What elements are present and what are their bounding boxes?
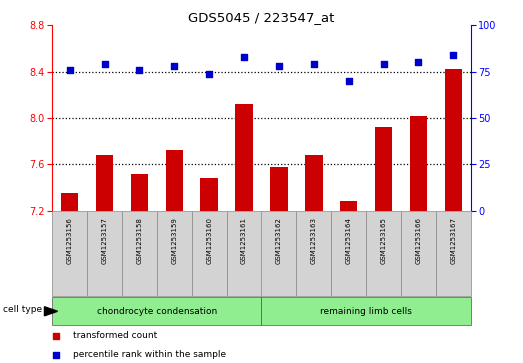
Text: GSM1253167: GSM1253167 <box>450 217 456 264</box>
Bar <box>366 211 401 296</box>
Bar <box>200 178 218 211</box>
Bar <box>61 193 78 211</box>
Point <box>449 52 458 58</box>
Text: GSM1253162: GSM1253162 <box>276 217 282 264</box>
Bar <box>305 155 323 211</box>
Bar <box>192 211 226 296</box>
Bar <box>52 297 262 325</box>
Point <box>65 67 74 73</box>
Bar <box>157 211 192 296</box>
Point <box>414 60 423 65</box>
Text: GSM1253164: GSM1253164 <box>346 217 351 264</box>
Point <box>275 63 283 69</box>
Text: cell type: cell type <box>3 305 42 314</box>
Bar <box>340 201 357 211</box>
Bar <box>331 211 366 296</box>
Text: GSM1253165: GSM1253165 <box>381 217 386 264</box>
Text: GSM1253163: GSM1253163 <box>311 217 317 264</box>
Text: GSM1253161: GSM1253161 <box>241 217 247 264</box>
Bar <box>131 174 148 211</box>
Bar <box>166 150 183 211</box>
Bar <box>297 211 331 296</box>
Title: GDS5045 / 223547_at: GDS5045 / 223547_at <box>188 11 335 24</box>
Bar <box>262 211 297 296</box>
Text: GSM1253157: GSM1253157 <box>101 217 108 264</box>
Text: transformed count: transformed count <box>73 331 157 340</box>
Bar <box>52 211 87 296</box>
Point <box>52 352 61 358</box>
Point <box>205 71 213 77</box>
Point <box>345 78 353 84</box>
Bar <box>122 211 157 296</box>
Point <box>100 61 109 67</box>
Polygon shape <box>44 307 58 316</box>
Text: GSM1253159: GSM1253159 <box>172 217 177 264</box>
Bar <box>270 167 288 211</box>
Bar <box>96 155 113 211</box>
Text: GSM1253158: GSM1253158 <box>137 217 142 264</box>
Text: remaining limb cells: remaining limb cells <box>320 307 412 316</box>
Bar <box>436 211 471 296</box>
Point <box>310 61 318 67</box>
Text: percentile rank within the sample: percentile rank within the sample <box>73 350 226 359</box>
Bar <box>262 297 471 325</box>
Point <box>379 61 388 67</box>
Text: GSM1253156: GSM1253156 <box>67 217 73 264</box>
Point <box>135 67 144 73</box>
Bar <box>410 116 427 211</box>
Point <box>170 63 178 69</box>
Text: chondrocyte condensation: chondrocyte condensation <box>97 307 217 316</box>
Bar <box>375 127 392 211</box>
Point <box>240 54 248 60</box>
Bar <box>445 69 462 211</box>
Bar <box>87 211 122 296</box>
Point <box>52 333 61 339</box>
Bar <box>226 211 262 296</box>
Text: GSM1253160: GSM1253160 <box>206 217 212 264</box>
Bar <box>235 104 253 211</box>
Bar <box>401 211 436 296</box>
Text: GSM1253166: GSM1253166 <box>415 217 422 264</box>
